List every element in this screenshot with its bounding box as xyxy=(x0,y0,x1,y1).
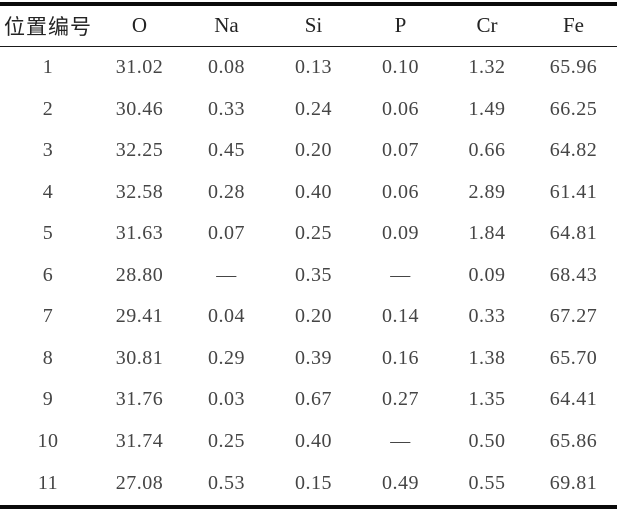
header-cell-position: 位置编号 xyxy=(4,14,92,39)
table-row: 5 31.63 0.07 0.25 0.09 1.84 64.81 xyxy=(0,213,617,254)
value-cell-fe: 64.81 xyxy=(549,222,598,245)
value-cell-na: 0.33 xyxy=(208,97,245,120)
value-cell-na: 0.25 xyxy=(208,429,245,452)
value-cell-cr: 1.35 xyxy=(468,388,506,411)
value-cell-p: 0.09 xyxy=(382,222,419,245)
value-cell-o: 31.63 xyxy=(115,222,164,245)
value-cell-p: 0.07 xyxy=(382,139,419,162)
position-cell: 1 xyxy=(42,55,54,78)
value-cell-fe: 65.96 xyxy=(549,55,598,78)
value-cell-o: 31.74 xyxy=(115,429,164,452)
value-cell-si: 0.40 xyxy=(295,180,332,203)
value-cell-na: 0.08 xyxy=(208,55,245,78)
table-row: 8 30.81 0.29 0.39 0.16 1.38 65.70 xyxy=(0,337,617,378)
value-cell-na: 0.29 xyxy=(208,346,245,369)
value-cell-fe: 68.43 xyxy=(549,263,598,286)
value-cell-o: 32.58 xyxy=(115,180,164,203)
value-cell-o: 27.08 xyxy=(115,471,164,494)
value-cell-si: 0.25 xyxy=(295,222,332,245)
value-cell-cr: 1.32 xyxy=(468,55,506,78)
table-row: 9 31.76 0.03 0.67 0.27 1.35 64.41 xyxy=(0,379,617,420)
value-cell-si: 0.40 xyxy=(295,429,332,452)
value-cell-o: 29.41 xyxy=(115,305,164,328)
value-cell-fe: 64.41 xyxy=(549,388,598,411)
value-cell-cr: 0.09 xyxy=(468,263,506,286)
header-row: 位置编号 O Na Si P Cr Fe xyxy=(0,4,617,46)
value-cell-fe: 67.27 xyxy=(549,305,598,328)
value-cell-si: 0.15 xyxy=(295,471,332,494)
value-cell-p: 0.06 xyxy=(382,180,419,203)
position-cell: 7 xyxy=(42,305,54,328)
value-cell-na: 0.04 xyxy=(208,305,245,328)
value-cell-p: — xyxy=(390,429,411,452)
value-cell-si: 0.20 xyxy=(295,305,332,328)
value-cell-na: 0.45 xyxy=(208,139,245,162)
value-cell-cr: 0.33 xyxy=(468,305,506,328)
value-cell-cr: 1.38 xyxy=(468,346,506,369)
value-cell-p: — xyxy=(390,263,411,286)
table-row: 11 27.08 0.53 0.15 0.49 0.55 69.81 xyxy=(0,462,617,507)
header-cell-o: O xyxy=(131,13,148,38)
value-cell-si: 0.13 xyxy=(295,55,332,78)
value-cell-si: 0.24 xyxy=(295,97,332,120)
table-body: 1 31.02 0.08 0.13 0.10 1.32 65.96 2 30.46 0.33 0.2… xyxy=(0,46,617,507)
value-cell-fe: 61.41 xyxy=(549,180,598,203)
position-cell: 6 xyxy=(42,263,54,286)
value-cell-p: 0.14 xyxy=(382,305,419,328)
value-cell-na: 0.03 xyxy=(208,388,245,411)
value-cell-fe: 65.70 xyxy=(549,346,598,369)
position-cell: 4 xyxy=(42,180,54,203)
value-cell-na: 0.28 xyxy=(208,180,245,203)
value-cell-cr: 0.66 xyxy=(468,139,506,162)
value-cell-cr: 1.49 xyxy=(468,97,506,120)
position-cell: 5 xyxy=(42,222,54,245)
header-cell-cr: Cr xyxy=(476,13,498,38)
value-cell-si: 0.39 xyxy=(295,346,332,369)
header-cell-fe: Fe xyxy=(563,13,584,38)
value-cell-fe: 66.25 xyxy=(549,97,598,120)
header-cell-na: Na xyxy=(214,13,239,38)
value-cell-si: 0.20 xyxy=(295,139,332,162)
value-cell-o: 30.81 xyxy=(115,346,164,369)
position-cell: 10 xyxy=(37,429,59,452)
value-cell-o: 28.80 xyxy=(115,263,164,286)
value-cell-p: 0.49 xyxy=(382,471,419,494)
value-cell-fe: 65.86 xyxy=(549,429,598,452)
value-cell-o: 31.76 xyxy=(115,388,164,411)
value-cell-cr: 0.50 xyxy=(468,429,506,452)
position-cell: 11 xyxy=(37,471,59,494)
position-cell: 2 xyxy=(42,97,54,120)
table-row: 2 30.46 0.33 0.24 0.06 1.49 66.25 xyxy=(0,88,617,129)
table-row: 6 28.80 — 0.35 — 0.09 68.43 xyxy=(0,254,617,295)
table-row: 4 32.58 0.28 0.40 0.06 2.89 61.41 xyxy=(0,171,617,212)
position-cell: 3 xyxy=(42,139,54,162)
position-cell: 8 xyxy=(42,346,54,369)
value-cell-si: 0.35 xyxy=(295,263,332,286)
value-cell-cr: 1.84 xyxy=(468,222,506,245)
table-row: 10 31.74 0.25 0.40 — 0.50 65.86 xyxy=(0,420,617,461)
value-cell-p: 0.16 xyxy=(382,346,419,369)
value-cell-o: 30.46 xyxy=(115,97,164,120)
table-row: 7 29.41 0.04 0.20 0.14 0.33 67.27 xyxy=(0,296,617,337)
header-cell-p: P xyxy=(394,13,407,38)
value-cell-na: 0.53 xyxy=(208,471,245,494)
value-cell-p: 0.27 xyxy=(382,388,419,411)
value-cell-fe: 69.81 xyxy=(549,471,598,494)
value-cell-fe: 64.82 xyxy=(549,139,598,162)
value-cell-o: 32.25 xyxy=(115,139,164,162)
value-cell-o: 31.02 xyxy=(115,55,164,78)
value-cell-na: 0.07 xyxy=(208,222,245,245)
value-cell-na: — xyxy=(216,263,237,286)
value-cell-cr: 2.89 xyxy=(468,180,506,203)
header-cell-si: Si xyxy=(304,13,323,38)
position-cell: 9 xyxy=(42,388,54,411)
value-cell-p: 0.06 xyxy=(382,97,419,120)
table-row: 1 31.02 0.08 0.13 0.10 1.32 65.96 xyxy=(0,46,617,88)
value-cell-cr: 0.55 xyxy=(468,471,506,494)
value-cell-si: 0.67 xyxy=(295,388,332,411)
value-cell-p: 0.10 xyxy=(382,55,419,78)
table-row: 3 32.25 0.45 0.20 0.07 0.66 64.82 xyxy=(0,130,617,171)
